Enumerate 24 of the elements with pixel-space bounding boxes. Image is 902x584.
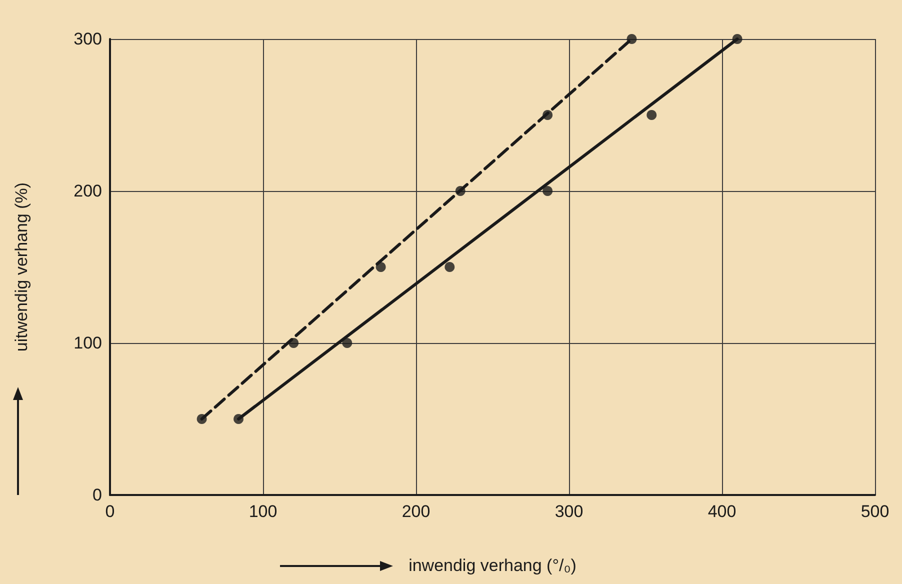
x-tick-label: 100 [248, 502, 278, 521]
point [376, 262, 386, 272]
point [455, 186, 466, 196]
y-tick-label: 300 [74, 30, 102, 48]
point [542, 186, 553, 196]
x-tick-label: 400 [708, 502, 736, 521]
x-tick-label: 0 [105, 502, 115, 521]
point [288, 338, 299, 348]
x-axis-title: inwendig verhang (°/₀) [408, 556, 576, 575]
point [234, 414, 244, 424]
y-axis-title: uitwendig verhang (%) [12, 182, 31, 352]
point [342, 338, 352, 348]
y-tick-label: 200 [74, 182, 102, 200]
point [626, 34, 637, 44]
point [542, 110, 553, 120]
point [732, 34, 742, 44]
x-tick-label: 200 [402, 502, 430, 521]
point [444, 262, 455, 272]
x-tick-label: 300 [554, 502, 584, 521]
y-tick-label: 100 [74, 334, 102, 352]
point [196, 414, 207, 424]
y-tick-label: 0 [92, 486, 102, 504]
point [646, 110, 657, 120]
x-tick-label: 500 [860, 502, 890, 521]
